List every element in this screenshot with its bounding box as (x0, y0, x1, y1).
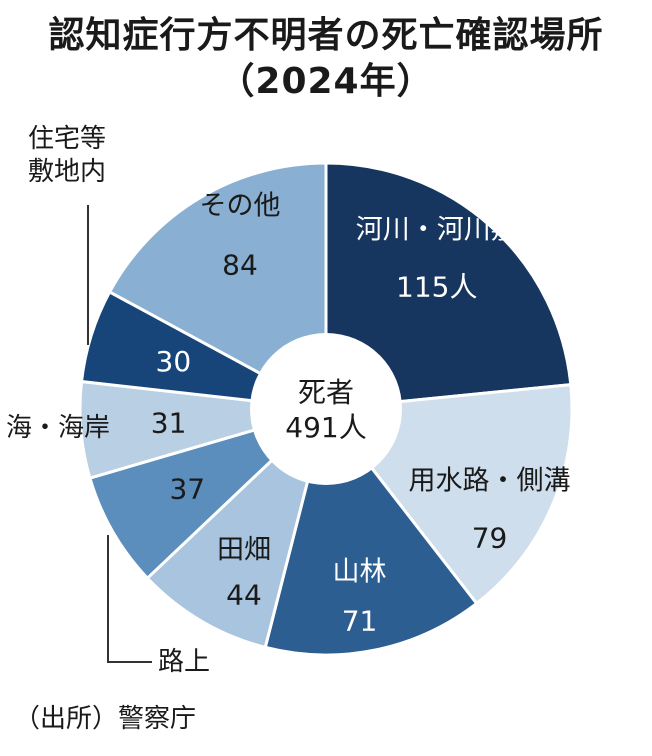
slice-value-label: 84 (222, 249, 258, 282)
slice-name-label: その他 (199, 191, 280, 222)
slice-name-label: 山林 (333, 557, 387, 588)
outside-label-residential-line1: 住宅等 (28, 124, 107, 154)
chart-title: 認知症行方不明者の死亡確認場所 (48, 15, 604, 56)
pie-slice (107, 161, 328, 412)
center-label-line2: 491人 (285, 411, 366, 444)
outside-label-road: 路上 (158, 647, 211, 677)
slice-value-label: 31 (151, 407, 187, 440)
leader-line-road (107, 535, 152, 663)
outside-label-sea: 海・海岸 (6, 413, 111, 443)
slice-value-label: 71 (342, 605, 378, 638)
slice-value-label: 37 (169, 473, 205, 506)
center-label-line1: 死者 (298, 376, 354, 409)
donut-hole (250, 333, 402, 485)
chart-subtitle: （2024年） (218, 61, 434, 102)
slice-value-label: 44 (226, 579, 262, 612)
slice-name-label: 河川・河川敷 (356, 215, 518, 246)
slice-value-label: 115人 (396, 271, 477, 304)
outside-label-residential-line2: 敷地内 (28, 157, 107, 187)
slice-name-label: 田畑 (217, 535, 271, 566)
source-note: （出所）警察庁 (14, 704, 197, 734)
pie-slice (324, 161, 573, 411)
slice-value-label: 30 (156, 345, 192, 378)
slice-value-label: 79 (472, 521, 508, 554)
slice-name-label: 用水路・側溝 (409, 465, 571, 496)
